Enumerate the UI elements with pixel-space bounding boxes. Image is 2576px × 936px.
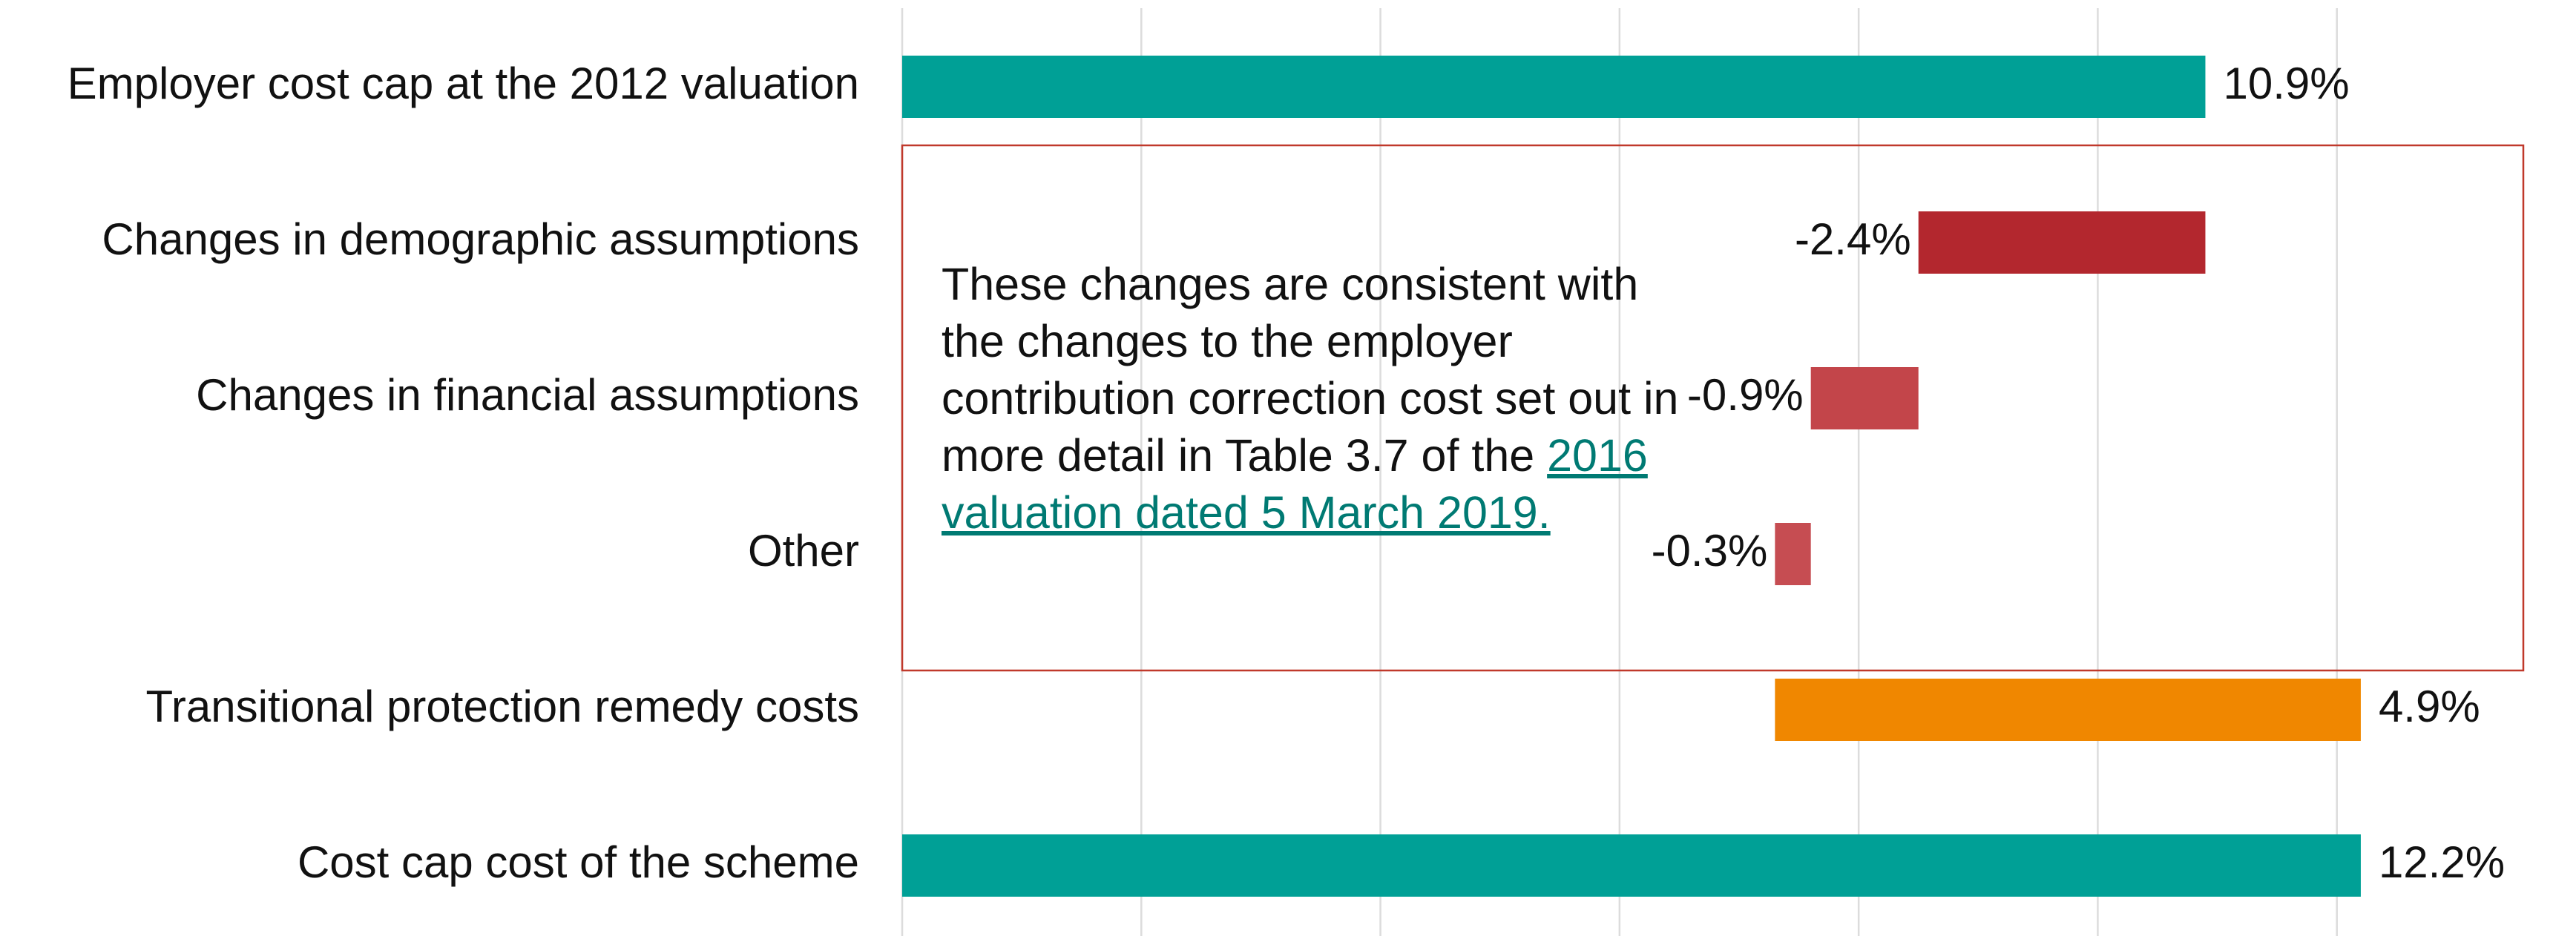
annotation-box bbox=[901, 144, 2525, 672]
value-label: 10.9% bbox=[2223, 59, 2349, 108]
value-label: -0.3% bbox=[1652, 526, 1768, 576]
bar bbox=[1775, 523, 1811, 585]
bar bbox=[1918, 211, 2206, 274]
category-label: Changes in financial assumptions bbox=[196, 370, 859, 420]
value-label: 4.9% bbox=[2379, 682, 2480, 731]
category-label: Employer cost cap at the 2012 valuation bbox=[68, 59, 859, 108]
bar bbox=[1810, 367, 1919, 429]
category-label: Transitional protection remedy costs bbox=[145, 682, 859, 731]
bar bbox=[902, 56, 2206, 118]
category-label: Changes in demographic assumptions bbox=[102, 214, 859, 264]
category-label: Cost cap cost of the scheme bbox=[298, 837, 859, 887]
category-label: Other bbox=[748, 526, 859, 576]
bar bbox=[1775, 679, 2361, 741]
annotation-link[interactable]: 2016 valuation dated 5 March 2019. bbox=[942, 430, 1648, 538]
bar bbox=[902, 834, 2361, 897]
value-label: -2.4% bbox=[1795, 214, 1911, 264]
value-label: -0.9% bbox=[1687, 370, 1804, 420]
value-label: 12.2% bbox=[2379, 837, 2505, 887]
annotation: These changes are consistent with the ch… bbox=[942, 256, 1713, 541]
annotation-text: These changes are consistent with the ch… bbox=[942, 259, 1679, 481]
